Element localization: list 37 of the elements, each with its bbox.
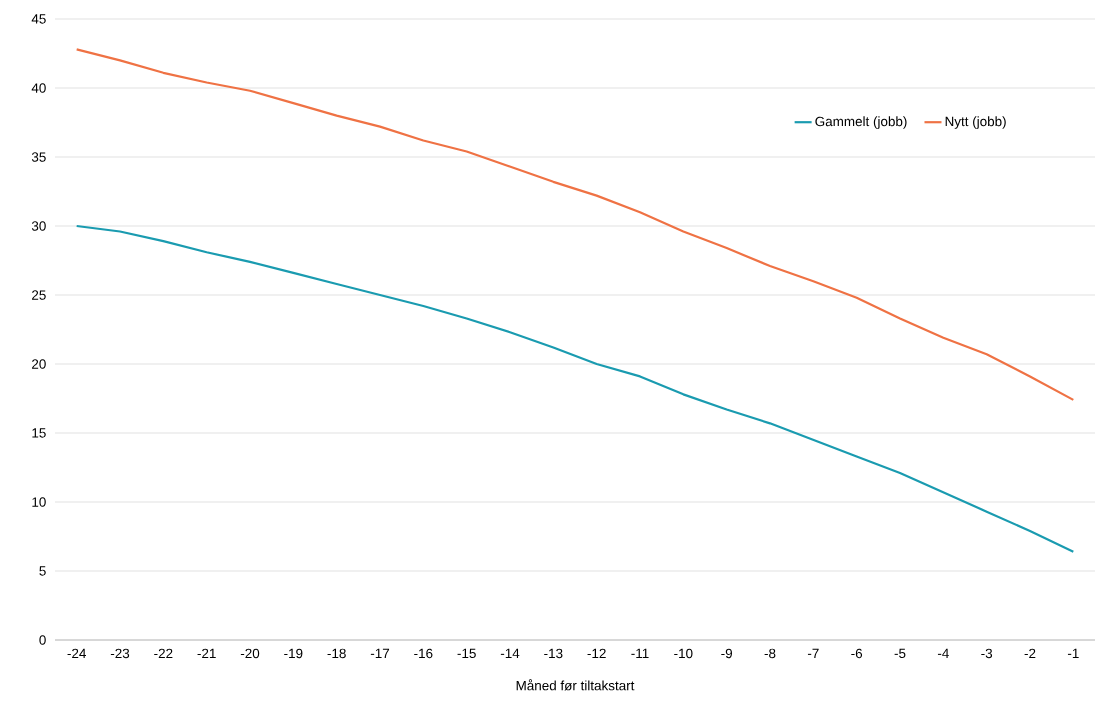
y-tick-label: 25 (32, 290, 46, 300)
y-tick-label: 15 (32, 428, 46, 438)
x-tick-label: -11 (631, 648, 649, 658)
x-tick-label: -21 (197, 648, 216, 659)
x-tick-label: -4 (937, 648, 949, 658)
y-tick-label: 30 (31, 221, 46, 231)
y-tick-label: 40 (31, 83, 46, 93)
x-tick-label: -10 (674, 648, 693, 659)
x-tick-label: -3 (981, 648, 993, 659)
x-tick-label: -9 (721, 648, 733, 659)
y-tick-label: 35 (31, 152, 46, 162)
y-tick-label: 20 (32, 359, 46, 369)
x-tick-label: -5 (894, 648, 906, 659)
x-tick-label: -22 (154, 648, 173, 659)
y-tick-label: 10 (32, 497, 46, 507)
x-tick-label: -14 (500, 648, 520, 658)
legend-label: Nytt (jobb) (945, 116, 1006, 129)
x-axis-title: Måned før tiltakstart (516, 679, 635, 691)
x-tick-label: -15 (457, 648, 476, 659)
x-tick-label: -1 (1067, 648, 1079, 658)
x-tick-label: -20 (240, 648, 260, 659)
x-tick-label: -12 (587, 648, 606, 659)
x-tick-label: -18 (327, 648, 346, 659)
x-tick-label: -13 (544, 648, 563, 659)
x-tick-label: -24 (67, 648, 86, 659)
y-tick-label: 0 (39, 635, 46, 645)
x-tick-label: -6 (851, 648, 863, 659)
x-tick-label: -23 (110, 648, 130, 659)
x-tick-label: -8 (764, 648, 776, 659)
y-tick-label: 45 (31, 14, 46, 24)
x-tick-label: -7 (807, 648, 819, 658)
x-tick-label: -19 (284, 648, 303, 659)
x-tick-label: -2 (1024, 648, 1036, 659)
x-tick-label: -17 (370, 648, 390, 658)
x-tick-label: -16 (414, 648, 433, 659)
y-tick-label: 5 (39, 566, 46, 576)
legend-label: Gammelt (jobb) (815, 116, 907, 129)
